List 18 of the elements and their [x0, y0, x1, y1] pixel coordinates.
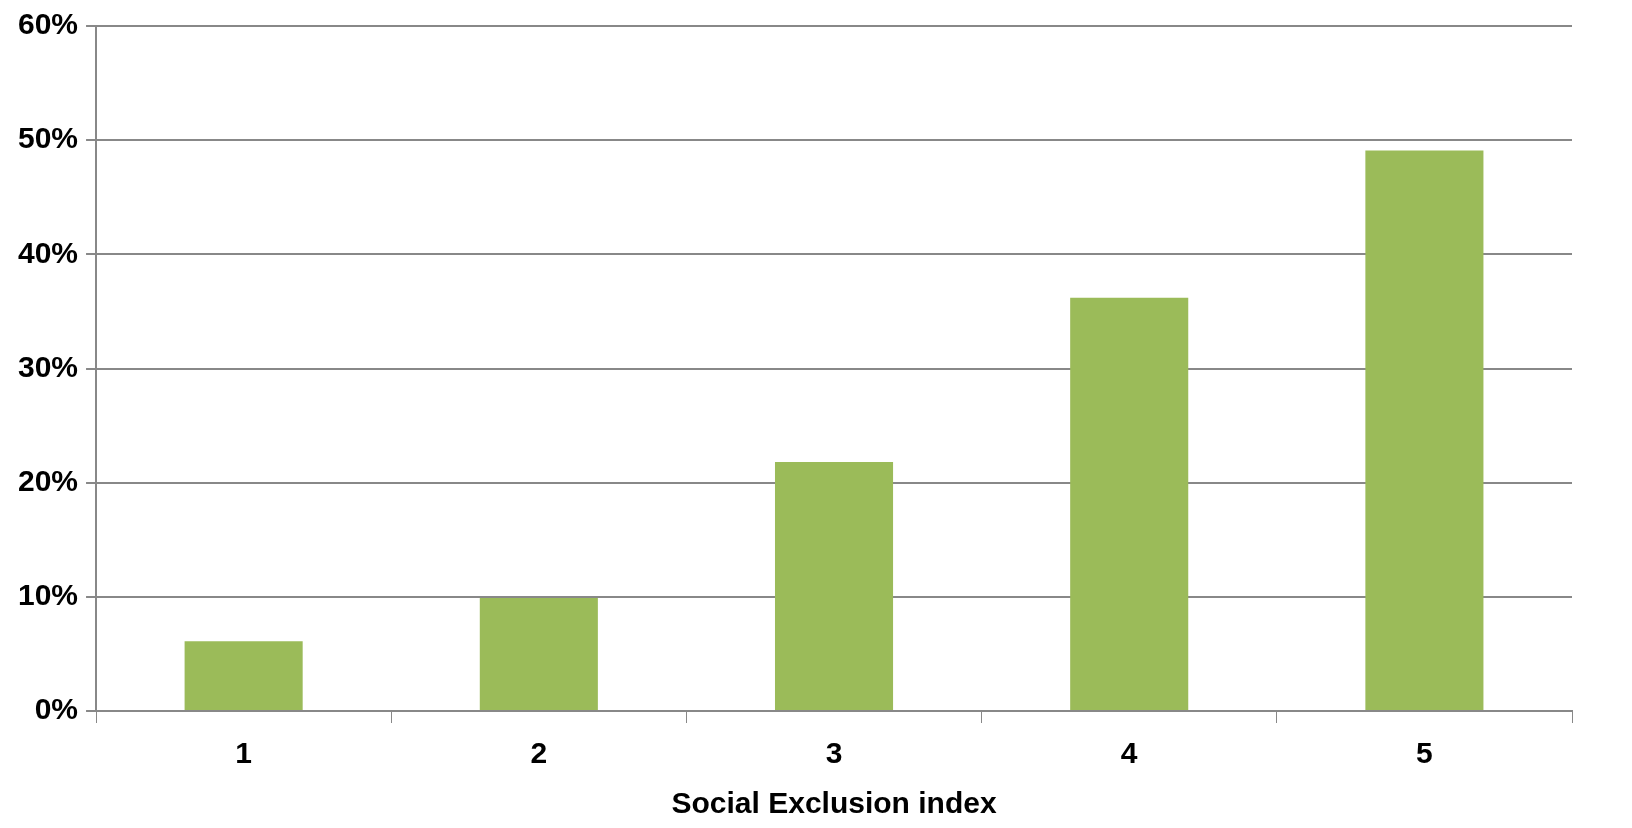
bar: [774, 462, 894, 710]
y-tick-label: 40%: [18, 235, 79, 269]
bar: [1070, 297, 1189, 710]
y-tick-label: 50%: [18, 121, 79, 155]
x-tick-label: 2: [530, 736, 548, 770]
y-tick-label: 20%: [18, 463, 79, 497]
x-tick-label: 3: [825, 736, 843, 770]
y-tick-label: 0%: [34, 692, 79, 726]
bar: [1365, 150, 1484, 710]
x-tick-label: 5: [1416, 736, 1433, 770]
y-tick-label: 30%: [18, 349, 79, 383]
bar: [479, 597, 598, 710]
x-tick-label: 1: [235, 736, 252, 770]
y-tick-label: 60%: [18, 7, 79, 41]
x-axis-title: Social Exclusion index: [671, 786, 997, 820]
y-tick-label: 10%: [18, 578, 79, 612]
bar: [184, 641, 303, 710]
x-tick-label: 4: [1120, 736, 1138, 770]
